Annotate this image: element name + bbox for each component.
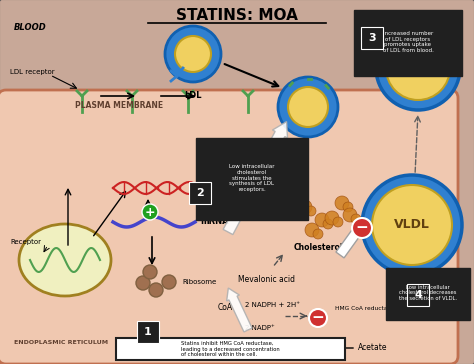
Text: BLOOD: BLOOD	[14, 24, 47, 32]
Circle shape	[149, 283, 163, 297]
Circle shape	[315, 213, 329, 227]
Circle shape	[376, 26, 460, 110]
Circle shape	[325, 211, 339, 225]
Text: Low intracellular
cholesterol
stimulates the
synthesis of LDL
receptors.: Low intracellular cholesterol stimulates…	[229, 164, 275, 192]
Polygon shape	[4, 4, 470, 108]
Circle shape	[165, 26, 221, 82]
Circle shape	[335, 196, 349, 210]
FancyBboxPatch shape	[0, 90, 458, 364]
FancyBboxPatch shape	[386, 268, 470, 320]
Text: 2 NADP⁺: 2 NADP⁺	[245, 325, 275, 331]
Circle shape	[309, 309, 327, 327]
FancyArrow shape	[223, 122, 288, 234]
Text: HMG CoA: HMG CoA	[222, 344, 258, 352]
Text: Ribosome: Ribosome	[182, 279, 216, 285]
Circle shape	[288, 87, 328, 127]
Circle shape	[306, 206, 316, 216]
Circle shape	[386, 36, 450, 100]
FancyArrow shape	[227, 288, 252, 332]
Circle shape	[343, 202, 353, 212]
Ellipse shape	[19, 224, 111, 296]
Text: LDL: LDL	[184, 91, 202, 100]
Text: 4: 4	[414, 290, 422, 300]
Circle shape	[298, 200, 312, 214]
Circle shape	[352, 218, 372, 238]
Circle shape	[351, 214, 361, 224]
Circle shape	[175, 36, 211, 72]
Circle shape	[278, 77, 338, 137]
FancyBboxPatch shape	[407, 284, 429, 306]
Text: ENDOPLASMIC RETICULUM: ENDOPLASMIC RETICULUM	[14, 340, 108, 344]
Text: −: −	[311, 310, 324, 325]
Text: Acetate: Acetate	[358, 344, 388, 352]
FancyBboxPatch shape	[361, 27, 383, 49]
Circle shape	[372, 185, 452, 265]
Text: mRNA: mRNA	[200, 218, 228, 226]
Circle shape	[333, 217, 343, 227]
Text: STATINS: MOA: STATINS: MOA	[176, 8, 298, 24]
Text: DNA: DNA	[205, 183, 226, 193]
Circle shape	[362, 175, 462, 275]
Circle shape	[323, 219, 333, 229]
Circle shape	[142, 204, 158, 220]
Text: 1: 1	[144, 327, 152, 337]
Text: Statins inhibit HMG CoA reductase,
leading to a decreased concentration
of chole: Statins inhibit HMG CoA reductase, leadi…	[181, 341, 279, 357]
Text: Cholesterol: Cholesterol	[293, 244, 343, 253]
Circle shape	[162, 275, 176, 289]
Circle shape	[313, 229, 323, 239]
FancyBboxPatch shape	[137, 321, 159, 343]
Text: Increased number
of LDL receptors
promotes uptake
of LDL from blood.: Increased number of LDL receptors promot…	[383, 31, 433, 53]
Text: 3: 3	[368, 33, 376, 43]
Text: PLASMA MEMBRANE: PLASMA MEMBRANE	[75, 100, 163, 110]
Text: HMG CoA reductase inhibitors: HMG CoA reductase inhibitors	[335, 305, 423, 310]
Circle shape	[143, 265, 157, 279]
Text: VLDL: VLDL	[404, 63, 432, 73]
Text: +: +	[145, 206, 155, 218]
Text: CoA: CoA	[218, 304, 233, 313]
Text: Receptor: Receptor	[10, 239, 41, 245]
FancyArrow shape	[336, 220, 365, 258]
Text: VLDL: VLDL	[394, 218, 430, 232]
Text: Low intracellular
cholesterol decreases
the secretion of VLDL.: Low intracellular cholesterol decreases …	[399, 285, 457, 301]
Circle shape	[136, 276, 150, 290]
Circle shape	[305, 223, 319, 237]
Text: 2: 2	[196, 188, 204, 198]
Circle shape	[343, 208, 357, 222]
Text: LDL receptor: LDL receptor	[10, 69, 55, 75]
Text: −: −	[356, 221, 368, 236]
FancyBboxPatch shape	[116, 338, 345, 360]
Text: 2 NADPH + 2H⁺: 2 NADPH + 2H⁺	[245, 302, 300, 308]
Text: Mevalonic acid: Mevalonic acid	[238, 276, 295, 285]
FancyBboxPatch shape	[189, 182, 211, 204]
FancyBboxPatch shape	[354, 10, 462, 76]
FancyBboxPatch shape	[196, 138, 308, 220]
